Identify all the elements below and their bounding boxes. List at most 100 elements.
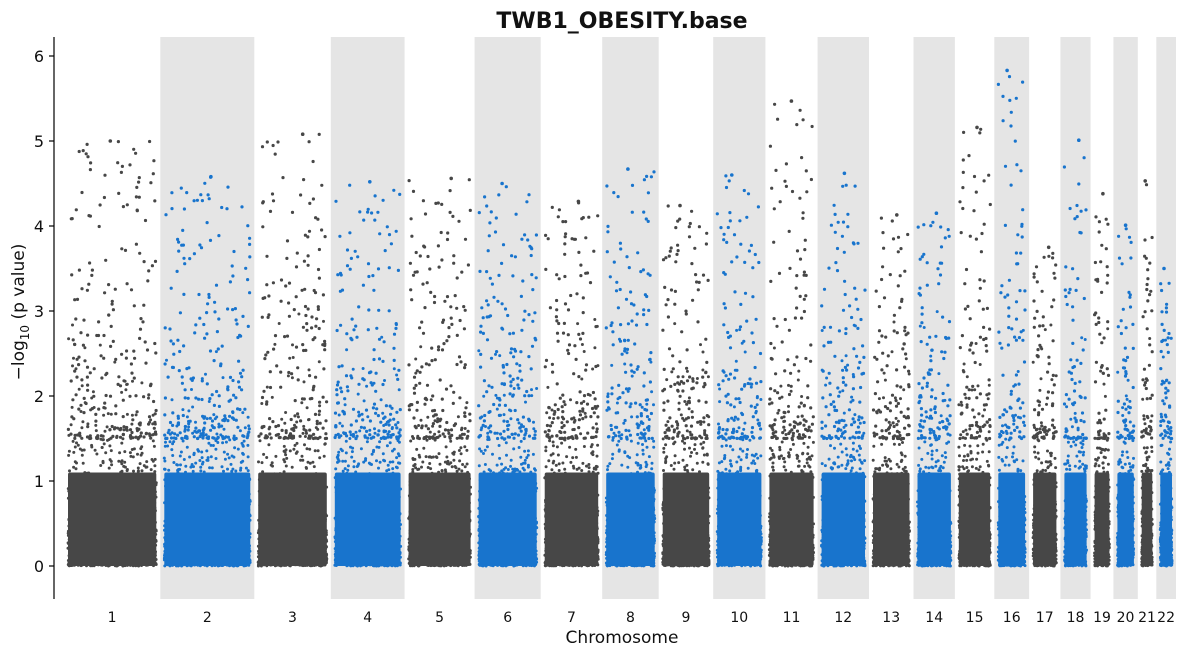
snp-point xyxy=(137,180,141,184)
snp-point xyxy=(79,403,83,407)
snp-point xyxy=(312,465,316,469)
snp-point xyxy=(163,396,167,400)
snp-point xyxy=(220,465,224,469)
snp-point xyxy=(189,465,193,469)
snp-point xyxy=(212,413,216,417)
snp-point xyxy=(80,190,84,195)
snp-point xyxy=(219,362,223,366)
snp-point xyxy=(212,359,216,363)
snp-point xyxy=(199,193,203,197)
snp-point xyxy=(84,401,88,406)
snp-point xyxy=(102,406,106,410)
snp-point xyxy=(104,393,108,398)
snp-point xyxy=(79,331,83,335)
snp-point xyxy=(81,420,85,424)
snp-point xyxy=(145,465,149,469)
snp-point xyxy=(192,435,196,439)
snp-point xyxy=(138,336,142,340)
snp-point xyxy=(99,464,103,467)
snp-point xyxy=(88,168,92,172)
snp-point xyxy=(85,365,90,369)
snp-point xyxy=(186,428,190,432)
snp-point xyxy=(82,396,86,400)
snp-point xyxy=(120,459,124,463)
snp-point xyxy=(120,352,124,356)
snp-point xyxy=(191,469,195,473)
snp-point xyxy=(93,448,97,452)
snp-point xyxy=(134,394,138,398)
snp-point xyxy=(87,214,91,218)
snp-point xyxy=(95,452,99,456)
snp-point xyxy=(200,456,204,460)
snp-point xyxy=(73,342,77,347)
snp-point xyxy=(153,341,157,346)
snp-point xyxy=(129,288,134,292)
snp-point xyxy=(200,379,204,383)
snp-point xyxy=(140,451,144,455)
snp-point xyxy=(213,300,217,304)
snp-point xyxy=(232,393,236,397)
snp-point xyxy=(90,445,94,449)
snp-point xyxy=(106,412,110,416)
snp-point xyxy=(117,459,121,463)
snp-point xyxy=(203,181,207,185)
snp-point xyxy=(201,460,205,464)
snp-point xyxy=(100,446,104,449)
snp-point xyxy=(125,382,129,386)
snp-point xyxy=(322,319,325,323)
snp-point xyxy=(107,283,111,287)
snp-point xyxy=(119,170,123,174)
snp-point xyxy=(138,327,143,331)
snp-point xyxy=(142,395,146,399)
snp-point xyxy=(180,375,184,379)
snp-point xyxy=(81,461,85,465)
snp-point xyxy=(105,371,109,375)
snp-point xyxy=(231,274,235,278)
snp-point xyxy=(117,191,121,195)
snp-point xyxy=(91,390,95,394)
snp-point xyxy=(203,336,207,340)
snp-point xyxy=(231,410,235,414)
snp-point xyxy=(220,424,224,428)
snp-point xyxy=(184,464,188,468)
snp-point xyxy=(211,425,215,429)
snp-point xyxy=(92,367,96,371)
snp-point xyxy=(170,398,174,402)
snp-point xyxy=(211,436,215,440)
snp-point xyxy=(282,444,286,448)
snp-point xyxy=(154,408,158,413)
snp-point xyxy=(165,436,169,440)
snp-point xyxy=(182,256,186,260)
snp-point xyxy=(283,421,287,425)
snp-point xyxy=(208,397,212,401)
snp-point xyxy=(216,435,220,440)
snp-point xyxy=(77,268,81,272)
snp-point xyxy=(205,382,209,386)
snp-point xyxy=(199,469,203,473)
snp-point xyxy=(181,413,185,418)
snp-point xyxy=(188,257,192,261)
snp-point xyxy=(183,396,187,400)
snp-point xyxy=(178,311,182,315)
snp-point xyxy=(234,396,238,400)
snp-point xyxy=(162,456,166,460)
snp-point xyxy=(125,428,129,432)
snp-point xyxy=(187,425,191,429)
snp-point xyxy=(194,323,198,327)
snp-point xyxy=(148,139,152,144)
snp-point xyxy=(227,456,231,460)
snp-point xyxy=(227,399,231,403)
snp-point xyxy=(182,344,186,348)
snp-point xyxy=(182,458,186,461)
snp-point xyxy=(185,445,189,449)
snp-point xyxy=(125,425,129,430)
snp-point xyxy=(73,436,77,440)
snp-point xyxy=(151,172,155,176)
snp-point xyxy=(284,453,288,457)
snp-point xyxy=(231,416,235,420)
snp-point xyxy=(145,460,149,464)
snp-point xyxy=(221,418,225,422)
snp-point xyxy=(144,432,148,436)
